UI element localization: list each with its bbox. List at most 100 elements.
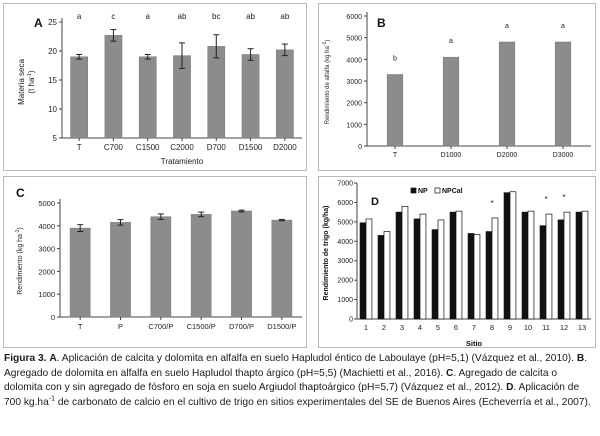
y-axis-title: Rendimiento (kg ha-1) (15, 227, 24, 295)
legend-label-np: NP (418, 188, 428, 195)
panel-label: C (16, 186, 25, 200)
caption-d-letter: D (506, 382, 514, 394)
y-tick-label: 6000 (346, 14, 362, 21)
x-tick-label: 3 (400, 323, 404, 332)
significance-letter: ab (178, 12, 187, 21)
x-tick-label: 1 (364, 323, 368, 332)
y-tick-label: 0 (349, 317, 353, 324)
bar-npcal (383, 231, 391, 320)
significance-letter: ab (246, 12, 255, 21)
bar (207, 46, 226, 139)
bar-npcal (473, 234, 481, 320)
y-axis-title: Rendimiento de trigo (kg/ha) (323, 206, 330, 301)
y-tick-label: 3000 (346, 79, 362, 86)
x-tick-label: D1000 (441, 152, 462, 159)
bar-np (521, 211, 529, 320)
bar-npcal (401, 205, 409, 320)
x-tick-label: 4 (418, 323, 422, 332)
caption-b-letter: B (576, 353, 585, 364)
legend-swatch-npcal (434, 187, 441, 194)
bar (138, 56, 157, 139)
significance-letter: a (505, 23, 509, 30)
y-tick-label: 1000 (38, 290, 55, 299)
y-tick-label: 2000 (346, 101, 362, 108)
x-tick-label: P (118, 322, 123, 331)
x-tick-label: 12 (560, 323, 568, 332)
x-tick-label: D700/P (229, 322, 254, 331)
caption-a-letter: A (49, 353, 57, 364)
caption-d-text-2: de carbonato de calcio en el cultivo de … (54, 396, 591, 408)
caption-b-text: . Agregado de dolomita en alfalfa en sue… (4, 353, 588, 379)
significance-letter: a (561, 23, 565, 30)
x-tick-label: 9 (508, 323, 512, 332)
x-tick-label: 6 (454, 323, 458, 332)
significance-letter: c (111, 12, 115, 21)
y-tick-label: 4000 (337, 239, 353, 246)
y-tick-label: 5000 (346, 36, 362, 43)
caption-c-text: . Agregado de calcita o dolomita con y s… (4, 367, 558, 394)
y-tick-label: 2000 (38, 267, 55, 276)
y-tick-label: 15 (48, 76, 57, 85)
chart-panel-c: 0 1000 2000 3000 4000 5000 T P C700/P C1500/P D700… (3, 176, 307, 348)
significance-letter: ab (280, 12, 289, 21)
bar-np (467, 233, 475, 320)
significance-letter: a (449, 38, 453, 45)
y-tick-label: 3000 (337, 258, 353, 265)
bar (70, 56, 88, 139)
significance-marker: * (544, 195, 547, 204)
chart-panel-d: 0 1000 2000 3000 4000 5000 6000 7000 1 2 3 4 5 6 7 8 * 9 1… (318, 176, 596, 348)
significance-letter: bc (212, 12, 220, 21)
y-tick-label: 1000 (346, 122, 362, 129)
y-axis-title: Materia seca (17, 59, 26, 105)
x-tick-label: 8 (490, 323, 494, 332)
bar (386, 74, 404, 147)
bar-npcal (545, 213, 553, 320)
bar-np (377, 235, 385, 320)
y-tick-label: 5000 (337, 219, 353, 226)
x-tick-label: C700 (104, 143, 124, 152)
bar-npcal (491, 217, 499, 320)
bar-np (395, 211, 403, 320)
bar (231, 210, 252, 318)
chart-c-svg: 0 1000 2000 3000 4000 5000 T P C700/P C1500/P D700… (15, 186, 302, 331)
panel-label: B (377, 16, 386, 30)
y-axis-units: (t ha-1) (27, 70, 36, 93)
x-tick-label: T (77, 143, 82, 152)
x-tick-label: 5 (436, 323, 440, 332)
y-tick-label: 4000 (346, 57, 362, 64)
caption-d-text-1: . Aplicación de 700 kg.ha (4, 382, 580, 408)
legend-label-npcal: NPCal (442, 188, 463, 195)
figure-caption: Figura 3. A. Aplicación de calcita y dol… (4, 352, 596, 410)
bar (442, 56, 460, 147)
y-tick-label: 1000 (337, 297, 353, 304)
caption-c-letter: C (446, 367, 454, 379)
chart-b-svg: 0 1000 2000 3000 4000 5000 6000 T D1000 D2000 D300… (322, 12, 591, 159)
bar-npcal (509, 191, 517, 320)
bar-npcal (563, 211, 571, 320)
y-tick-label: 6000 (337, 200, 353, 207)
bar (104, 35, 123, 139)
bar-np (449, 211, 457, 320)
panel-label: D (371, 196, 379, 208)
bar-np (539, 225, 547, 320)
x-tick-label: 11 (542, 323, 550, 332)
x-tick-label: D700 (207, 143, 227, 152)
bar-np (359, 222, 367, 320)
bar-npcal (365, 218, 373, 320)
bar (69, 227, 91, 318)
bar-npcal (455, 210, 463, 320)
y-tick-label: 0 (51, 313, 55, 322)
x-axis-title: Sitio (466, 339, 483, 348)
bar-np (503, 192, 511, 320)
bar-np (557, 219, 565, 320)
caption-d-superscript: -1 (48, 395, 55, 403)
bar-npcal (419, 213, 427, 320)
bar (276, 49, 294, 139)
x-tick-label: C1500/P (187, 322, 216, 331)
x-tick-label: T (78, 322, 83, 331)
x-tick-label: T (393, 152, 398, 159)
y-tick-label: 25 (48, 18, 57, 27)
y-tick-label: 5000 (38, 199, 55, 208)
